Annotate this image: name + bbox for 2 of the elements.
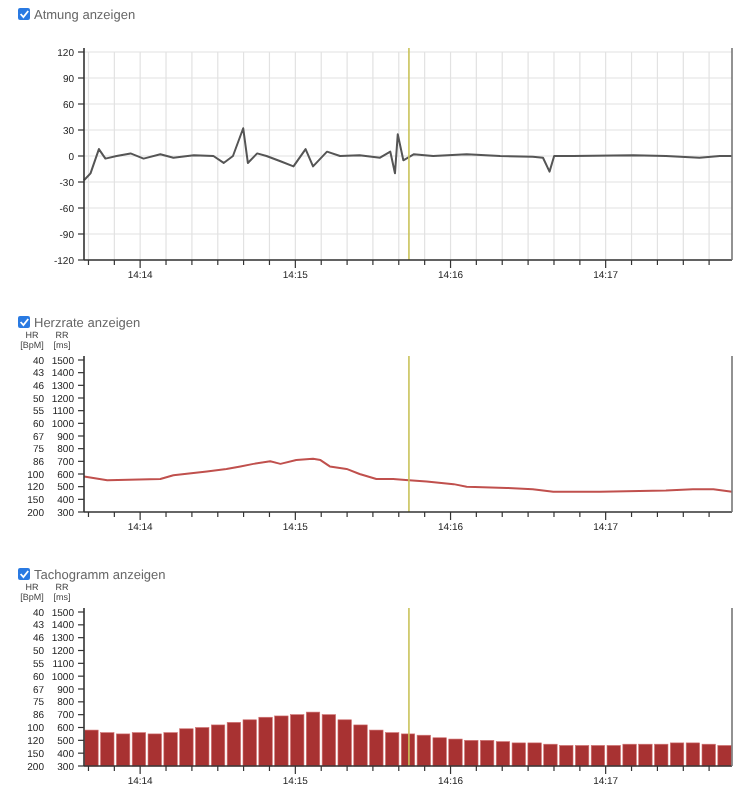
line-series [83,127,733,182]
line-series [83,457,733,493]
